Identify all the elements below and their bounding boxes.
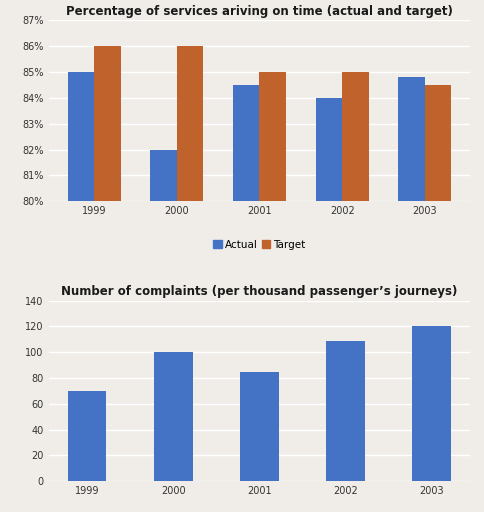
Bar xyxy=(177,46,203,512)
Legend: Actual, Target: Actual, Target xyxy=(209,236,309,254)
Bar xyxy=(341,72,368,512)
Title: Number of complaints (per thousand passenger’s journeys): Number of complaints (per thousand passe… xyxy=(61,285,457,298)
Bar xyxy=(150,150,177,512)
Bar xyxy=(315,98,341,512)
Bar xyxy=(240,372,278,481)
Title: Percentage of services ariving on time (actual and target): Percentage of services ariving on time (… xyxy=(66,5,452,18)
Bar xyxy=(232,85,259,512)
Bar xyxy=(411,326,450,481)
Bar xyxy=(94,46,121,512)
Bar xyxy=(326,340,364,481)
Bar xyxy=(259,72,286,512)
Bar xyxy=(424,85,450,512)
Bar xyxy=(397,77,424,512)
Bar xyxy=(153,352,192,481)
Bar xyxy=(68,72,94,512)
Bar xyxy=(68,391,106,481)
